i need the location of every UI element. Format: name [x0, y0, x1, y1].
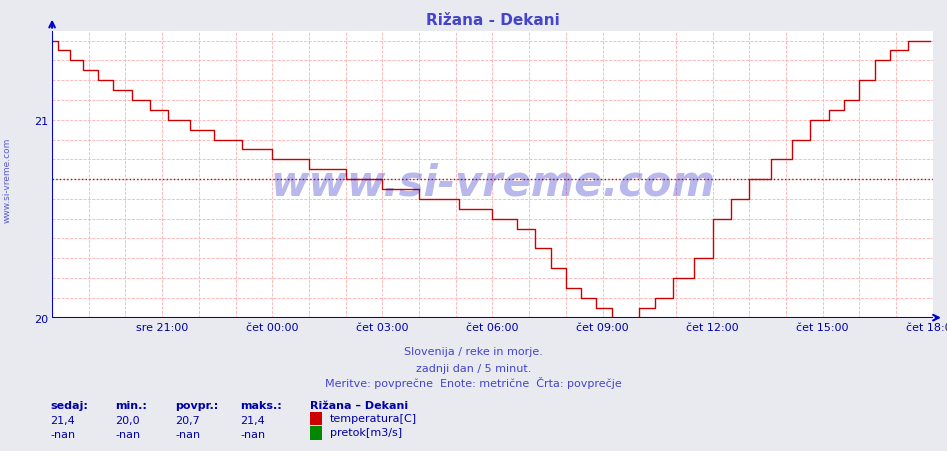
- Text: 21,4: 21,4: [240, 415, 265, 425]
- Text: www.si-vreme.com: www.si-vreme.com: [3, 138, 12, 223]
- Text: -nan: -nan: [240, 429, 265, 439]
- Text: -nan: -nan: [115, 429, 140, 439]
- Text: min.:: min.:: [115, 400, 147, 410]
- Text: -nan: -nan: [175, 429, 200, 439]
- Text: pretok[m3/s]: pretok[m3/s]: [330, 428, 402, 437]
- Title: Rižana - Dekani: Rižana - Dekani: [425, 13, 560, 28]
- Text: -nan: -nan: [50, 429, 75, 439]
- Text: 20,0: 20,0: [115, 415, 139, 425]
- Text: maks.:: maks.:: [240, 400, 282, 410]
- Text: 21,4: 21,4: [50, 415, 75, 425]
- Text: Rižana – Dekani: Rižana – Dekani: [310, 400, 408, 410]
- Text: sedaj:: sedaj:: [50, 400, 88, 410]
- Text: 20,7: 20,7: [175, 415, 200, 425]
- Text: Meritve: povprečne  Enote: metrične  Črta: povprečje: Meritve: povprečne Enote: metrične Črta:…: [325, 377, 622, 388]
- Text: Slovenija / reke in morje.: Slovenija / reke in morje.: [404, 346, 543, 356]
- Text: zadnji dan / 5 minut.: zadnji dan / 5 minut.: [416, 363, 531, 373]
- Text: www.si-vreme.com: www.si-vreme.com: [270, 162, 715, 204]
- Text: temperatura[C]: temperatura[C]: [330, 413, 417, 423]
- Text: povpr.:: povpr.:: [175, 400, 218, 410]
